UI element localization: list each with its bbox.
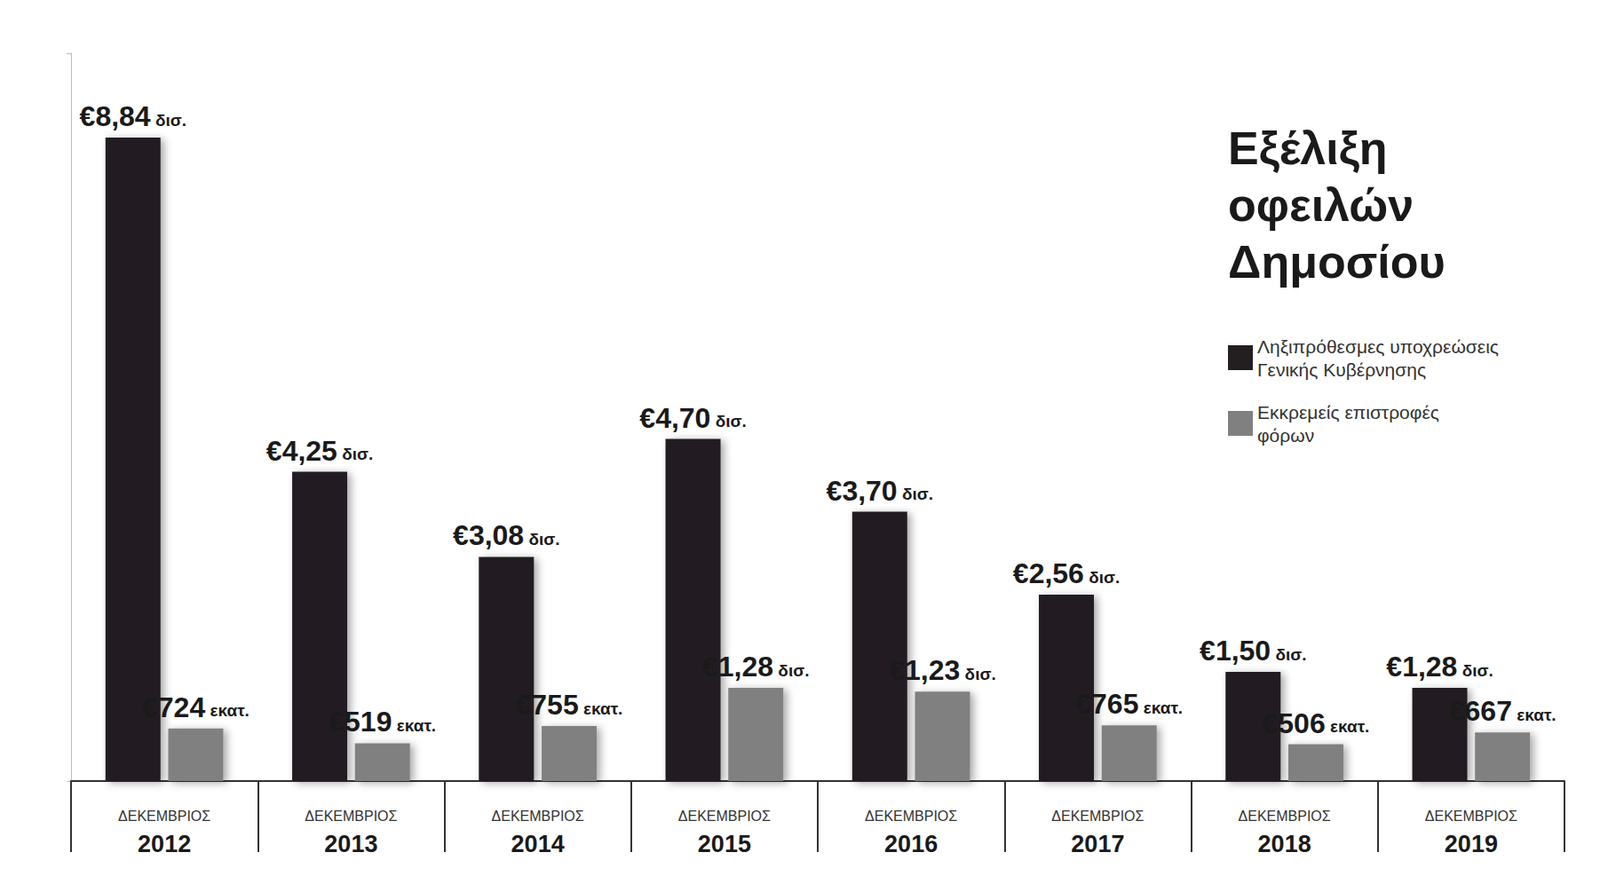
- svg-text:ΔΕΚΕΜΒΡΙΟΣ: ΔΕΚΕΜΒΡΙΟΣ: [1051, 808, 1144, 824]
- svg-text:2018: 2018: [1258, 831, 1312, 858]
- svg-text:δισ.: δισ.: [523, 530, 560, 549]
- svg-text:εκατ.: εκατ.: [1138, 698, 1183, 718]
- svg-text:€4,25: €4,25: [266, 435, 338, 468]
- svg-text:Εξέλιξη: Εξέλιξη: [1227, 122, 1388, 175]
- svg-text:2016: 2016: [884, 831, 938, 858]
- svg-text:Δημοσίου: Δημοσίου: [1227, 236, 1446, 288]
- svg-text:€724: €724: [142, 691, 206, 724]
- svg-text:2012: 2012: [137, 831, 191, 858]
- svg-text:€506: €506: [1262, 707, 1326, 740]
- svg-text:€755: €755: [515, 689, 579, 721]
- svg-text:Γενικής Κυβέρνησης: Γενικής Κυβέρνησης: [1257, 359, 1426, 381]
- svg-text:εκατ.: εκατ.: [391, 716, 436, 736]
- svg-text:2017: 2017: [1070, 831, 1125, 858]
- svg-text:€1,23: €1,23: [888, 654, 960, 687]
- svg-text:€8,84: €8,84: [79, 100, 151, 133]
- svg-text:δισ.: δισ.: [337, 444, 373, 464]
- svg-text:Εκκρεμείς επιστροφές: Εκκρεμείς επιστροφές: [1257, 402, 1440, 423]
- svg-text:εκατ.: εκατ.: [578, 699, 624, 719]
- svg-text:€1,28: €1,28: [1386, 650, 1458, 683]
- svg-text:δισ.: δισ.: [150, 110, 187, 130]
- svg-text:ΔΕΚΕΜΒΡΙΟΣ: ΔΕΚΕΜΒΡΙΟΣ: [1238, 808, 1331, 824]
- svg-text:ΔΕΚΕΜΒΡΙΟΣ: ΔΕΚΕΜΒΡΙΟΣ: [678, 808, 771, 824]
- svg-text:εκατ.: εκατ.: [1512, 705, 1557, 725]
- svg-text:φόρων: φόρων: [1257, 425, 1315, 446]
- svg-text:€4,70: €4,70: [639, 402, 711, 435]
- svg-text:€2,56: €2,56: [1013, 557, 1085, 590]
- svg-text:2015: 2015: [697, 831, 752, 858]
- svg-text:ΔΕΚΕΜΒΡΙΟΣ: ΔΕΚΕΜΒΡΙΟΣ: [864, 808, 958, 824]
- svg-text:€3,70: €3,70: [826, 475, 898, 507]
- svg-text:ΔΕΚΕΜΒΡΙΟΣ: ΔΕΚΕΜΒΡΙΟΣ: [118, 808, 211, 824]
- svg-text:εκατ.: εκατ.: [205, 701, 250, 721]
- svg-text:δισ.: δισ.: [710, 411, 746, 431]
- svg-text:2019: 2019: [1444, 831, 1498, 858]
- svg-text:ΔΕΚΕΜΒΡΙΟΣ: ΔΕΚΕΜΒΡΙΟΣ: [304, 808, 397, 824]
- svg-text:δισ.: δισ.: [1084, 568, 1120, 587]
- svg-text:2014: 2014: [511, 831, 565, 858]
- svg-text:δισ.: δισ.: [959, 665, 996, 684]
- svg-text:εκατ.: εκατ.: [1325, 717, 1371, 737]
- svg-text:€1,50: €1,50: [1199, 634, 1271, 667]
- svg-text:δισ.: δισ.: [897, 484, 934, 504]
- svg-text:οφειλών: οφειλών: [1227, 179, 1414, 231]
- svg-text:€667: €667: [1449, 695, 1513, 728]
- svg-text:€519: €519: [328, 705, 392, 738]
- svg-text:€765: €765: [1075, 688, 1139, 721]
- svg-text:2013: 2013: [324, 831, 378, 858]
- svg-text:€3,08: €3,08: [452, 519, 524, 552]
- svg-text:δισ.: δισ.: [1270, 645, 1307, 665]
- svg-text:ΔΕΚΕΜΒΡΙΟΣ: ΔΕΚΕΜΒΡΙΟΣ: [1425, 808, 1518, 824]
- svg-text:ΔΕΚΕΜΒΡΙΟΣ: ΔΕΚΕΜΒΡΙΟΣ: [491, 808, 585, 824]
- svg-text:δισ.: δισ.: [773, 661, 809, 681]
- svg-text:€1,28: €1,28: [702, 650, 774, 683]
- svg-text:Ληξιπρόθεσμες υποχρεώσεις: Ληξιπρόθεσμες υποχρεώσεις: [1257, 336, 1499, 357]
- svg-text:δισ.: δισ.: [1457, 661, 1493, 681]
